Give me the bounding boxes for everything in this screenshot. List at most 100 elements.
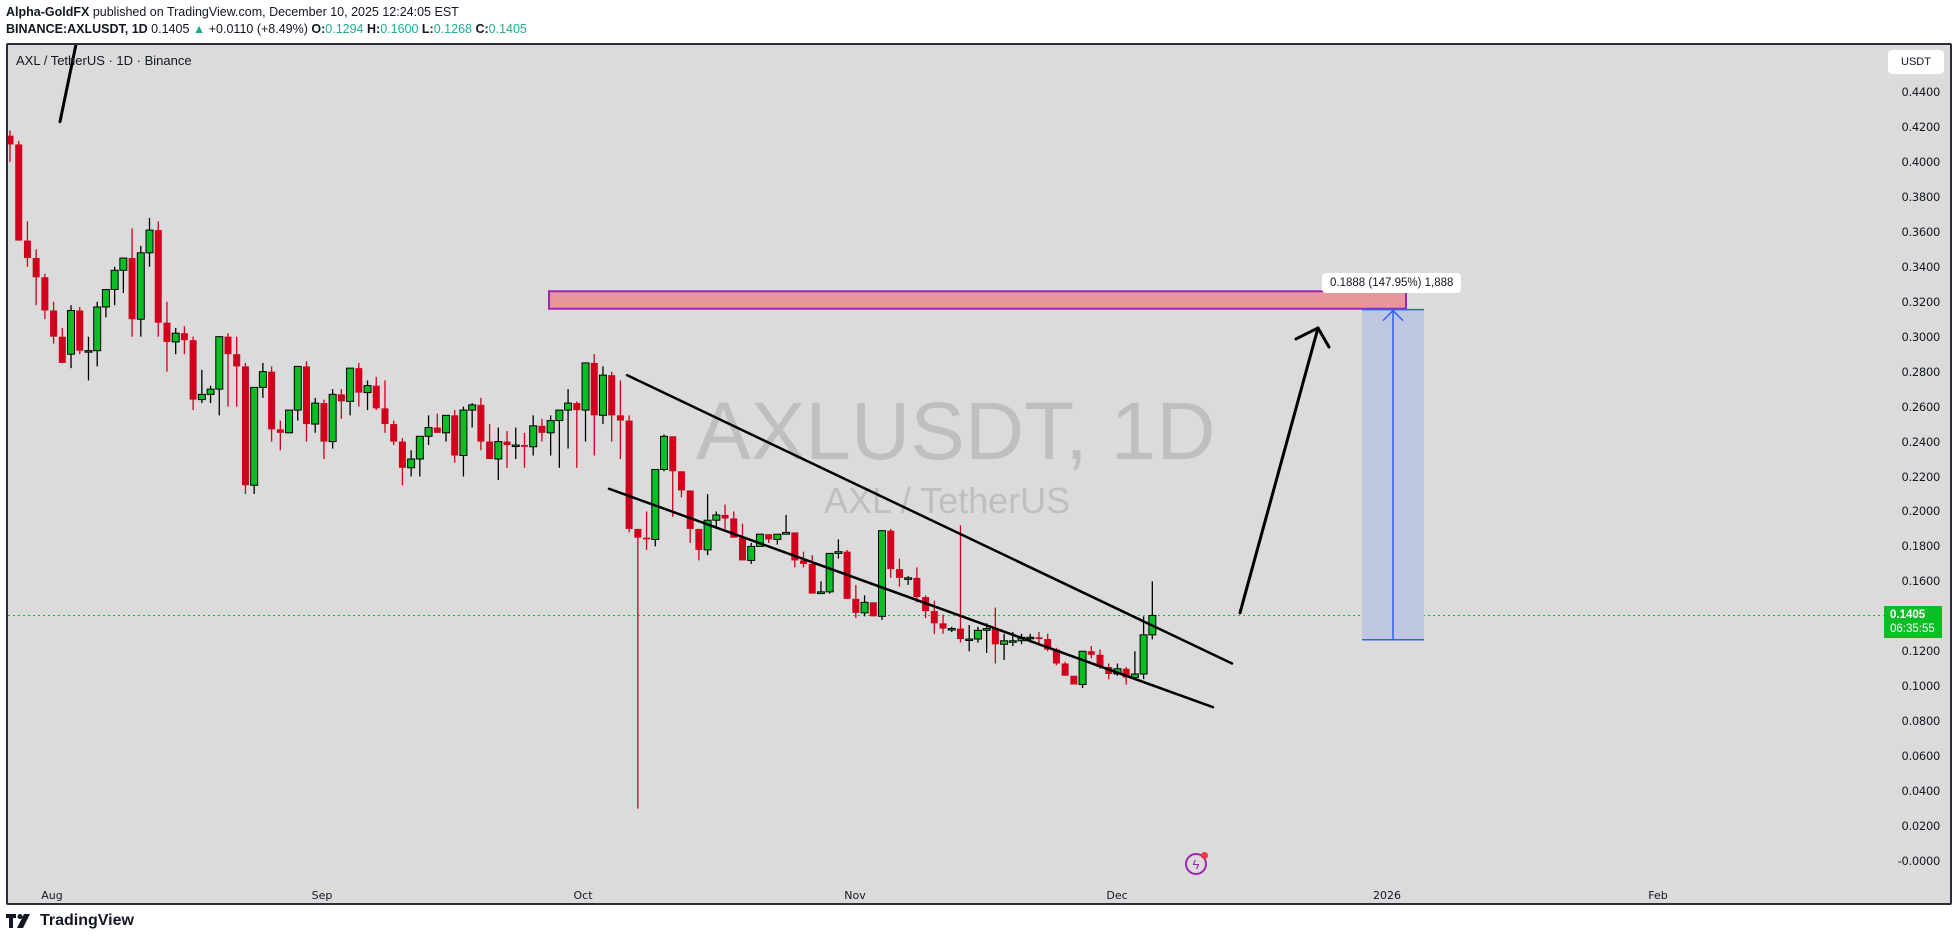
candle — [738, 523, 746, 561]
price-tick-label: 0.0600 — [1901, 749, 1941, 764]
last-price-tag-value: 0.1405 — [1890, 609, 1926, 622]
candle — [154, 221, 162, 337]
candle-body — [608, 375, 616, 416]
candle — [101, 289, 110, 318]
open-label: O: — [311, 22, 326, 36]
published-text: published on TradingView.com, December 1… — [92, 5, 459, 19]
candle — [965, 625, 974, 652]
price-tick-label: 0.2000 — [1901, 504, 1941, 519]
price-tick-label: 0.2600 — [1901, 399, 1941, 414]
publish-line: Alpha-GoldFX published on TradingView.co… — [6, 4, 527, 21]
candle — [320, 399, 328, 460]
candle-body — [407, 458, 416, 469]
candle — [363, 380, 372, 411]
candle-body — [738, 537, 746, 561]
candle — [224, 333, 232, 407]
resistance-zone — [548, 290, 1407, 310]
candle — [529, 415, 538, 456]
candle-body — [1008, 640, 1017, 643]
candle — [250, 386, 259, 494]
candle-body — [1139, 634, 1148, 675]
candle-body — [50, 310, 58, 337]
candle — [634, 528, 642, 809]
candle — [424, 415, 433, 446]
candle — [442, 414, 450, 442]
candle — [486, 424, 494, 460]
candle — [869, 602, 877, 617]
currency-badge[interactable]: USDT — [1888, 50, 1944, 74]
price-tick-label: 0.4200 — [1901, 119, 1941, 134]
candle-body — [800, 560, 808, 564]
candle-body — [791, 532, 799, 561]
candle-body — [250, 386, 259, 486]
candle — [1078, 650, 1087, 688]
candle — [346, 367, 355, 416]
candle-body — [503, 441, 511, 446]
candle-body — [163, 322, 171, 342]
candle-body — [1044, 639, 1052, 650]
candle — [782, 514, 791, 535]
range-arrow-up-icon — [1382, 309, 1404, 322]
candle — [677, 471, 685, 498]
candle — [991, 607, 999, 664]
forecast-arrowhead-icon — [1294, 326, 1331, 349]
candle-body — [1052, 649, 1060, 664]
candle-body — [381, 408, 389, 425]
candle — [451, 410, 459, 463]
candle-body — [110, 269, 119, 291]
candle-body — [573, 403, 581, 411]
candle-body — [904, 577, 913, 580]
candle — [625, 415, 633, 533]
candle — [355, 362, 363, 407]
candle-body — [1130, 673, 1139, 678]
candle-body — [241, 366, 249, 486]
candle-body — [939, 623, 947, 629]
candle-body — [511, 444, 520, 448]
candle — [293, 365, 302, 421]
time-tick-label: Oct — [573, 889, 593, 902]
candle — [311, 397, 320, 433]
candle-body — [773, 533, 782, 540]
candle-body — [41, 277, 49, 311]
candlestick-plot[interactable] — [8, 45, 1952, 905]
candle-body — [869, 602, 877, 617]
candle — [67, 305, 76, 369]
candle — [982, 623, 991, 654]
up-triangle-icon: ▲ — [192, 22, 206, 36]
candle-body — [233, 354, 241, 367]
candle-body — [302, 366, 310, 425]
candle — [860, 595, 869, 617]
candle-body — [730, 518, 738, 538]
candle-body — [424, 427, 433, 437]
candle-body — [825, 552, 834, 593]
candle — [163, 301, 171, 372]
candle-body — [703, 519, 712, 551]
candle-body — [852, 598, 860, 613]
forecast-arrow-line — [1238, 326, 1320, 615]
candle — [145, 217, 154, 267]
candle — [721, 504, 729, 529]
chart-pane[interactable]: AXLUSDT, 1D AXL / TetherUS AXL / TetherU… — [6, 43, 1952, 905]
candle — [895, 558, 903, 587]
watermark-description: AXL / TetherUS — [824, 480, 1071, 521]
candle — [258, 362, 267, 398]
time-tick-label: Sep — [311, 889, 333, 902]
candle-body — [991, 628, 999, 645]
chart-legend-title[interactable]: AXL / TetherUS · 1D · Binance — [16, 53, 192, 68]
time-tick-label: Feb — [1648, 889, 1668, 902]
publisher-name[interactable]: Alpha-GoldFX — [6, 5, 90, 19]
price-tick-label: 0.3400 — [1901, 259, 1941, 274]
lightning-bolt-icon[interactable]: ϟ — [1185, 852, 1208, 875]
candle — [616, 380, 624, 460]
candle-body — [276, 429, 284, 433]
candle — [1070, 675, 1078, 685]
candle-body — [1026, 636, 1035, 640]
candle-body — [1096, 654, 1104, 668]
candle-body — [23, 240, 31, 259]
tradingview-logo[interactable]: TradingView — [6, 912, 134, 930]
candle — [268, 366, 276, 442]
candle-body — [398, 441, 406, 468]
candle — [128, 228, 136, 337]
candle — [180, 326, 188, 355]
candle-body — [346, 367, 355, 402]
